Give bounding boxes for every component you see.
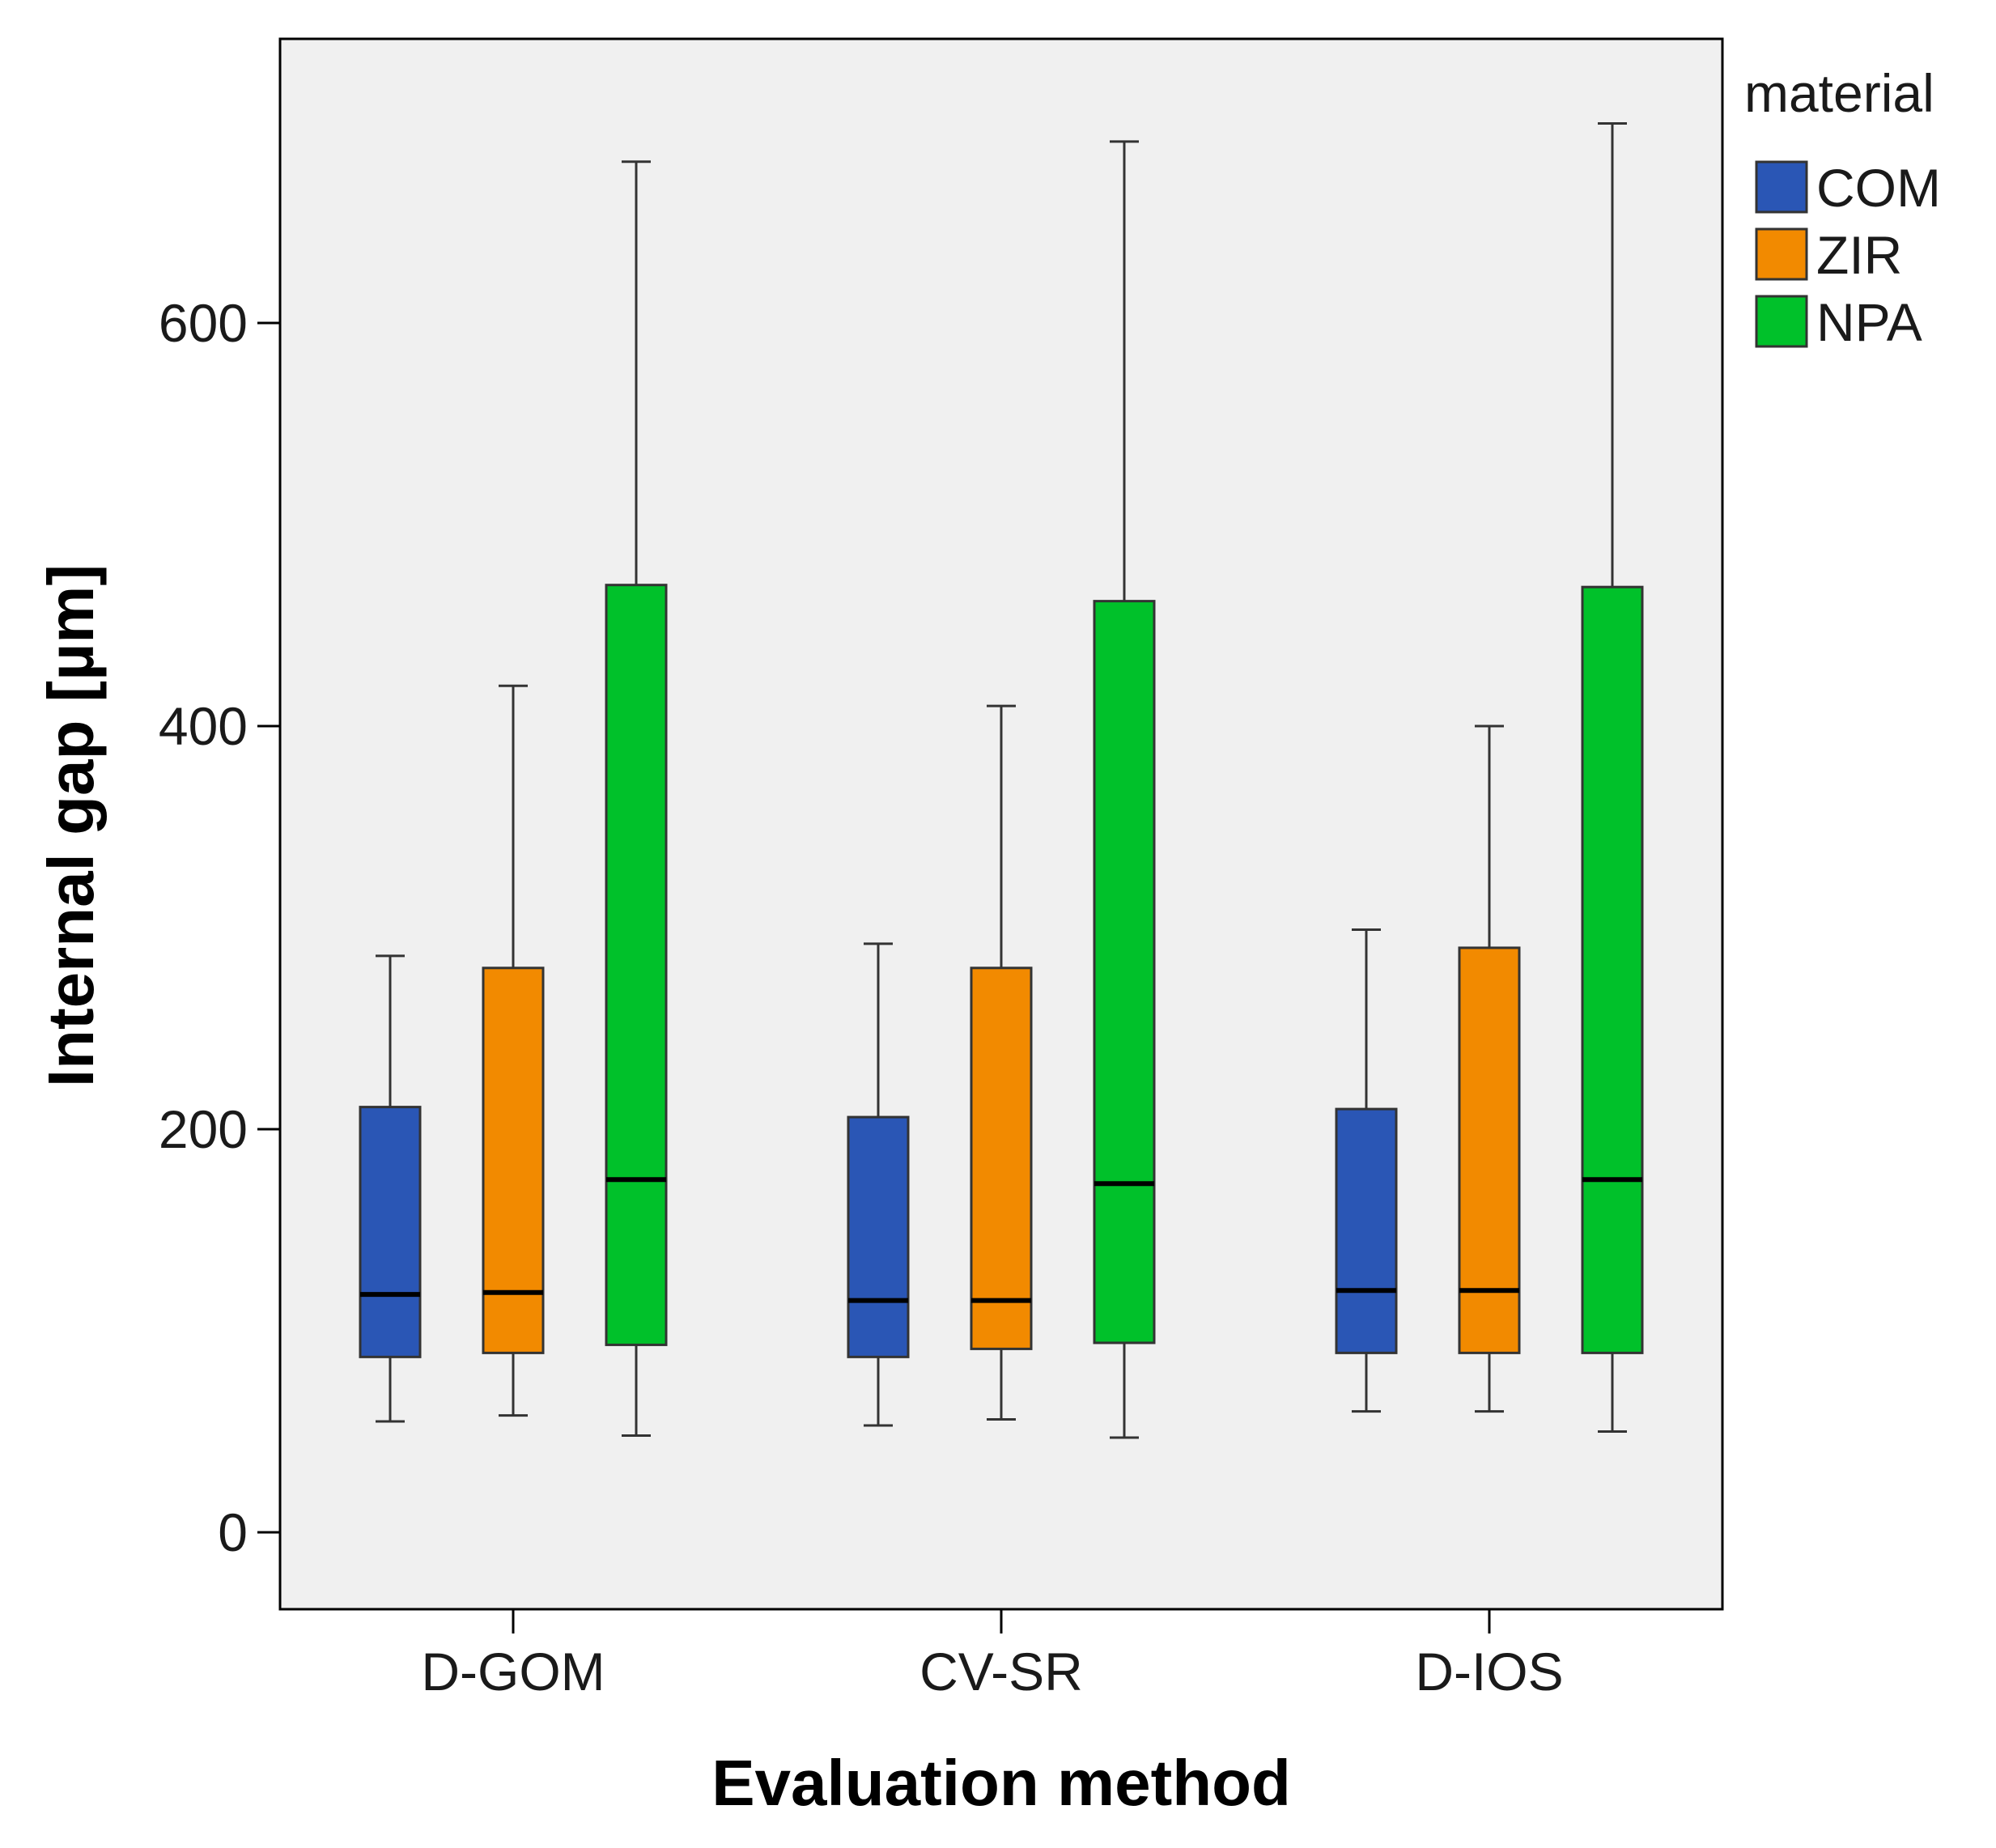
iqr-box xyxy=(1093,600,1156,1345)
legend-title: material xyxy=(1744,63,1934,123)
iqr-box xyxy=(1458,946,1521,1354)
boxes xyxy=(359,121,1644,1439)
x-axis-title: Evaluation method xyxy=(711,1747,1291,1819)
box-npa-cv-sr xyxy=(1093,140,1156,1439)
box-zir-cv-sr xyxy=(970,704,1033,1421)
y-tick-label: 0 xyxy=(218,1502,248,1562)
legend-swatch-zir xyxy=(1755,227,1808,281)
box-npa-d-gom xyxy=(605,160,668,1437)
legend-label-com: COM xyxy=(1816,158,1941,218)
y-axis: 0 200 400 600 xyxy=(159,293,280,1562)
iqr-box xyxy=(482,966,545,1354)
legend-label-zir: ZIR xyxy=(1816,225,1902,285)
iqr-box xyxy=(847,1115,910,1358)
iqr-box xyxy=(1335,1107,1398,1354)
iqr-box xyxy=(1581,585,1644,1354)
box-com-d-ios xyxy=(1335,928,1398,1413)
iqr-box xyxy=(605,584,668,1346)
x-tick-label: D-IOS xyxy=(1415,1642,1563,1701)
box-zir-d-gom xyxy=(482,684,545,1417)
y-tick-label: 200 xyxy=(159,1099,248,1159)
y-tick-label: 600 xyxy=(159,293,248,353)
legend: material COM ZIR NPA xyxy=(1744,63,1941,352)
x-tick-label: CV-SR xyxy=(919,1642,1083,1701)
y-tick-label: 400 xyxy=(159,696,248,756)
iqr-box xyxy=(970,966,1033,1350)
legend-label-npa: NPA xyxy=(1816,292,1922,352)
legend-swatch-npa xyxy=(1755,295,1808,348)
x-axis: D-GOM CV-SR D-IOS xyxy=(421,1609,1564,1701)
box-npa-d-ios xyxy=(1581,121,1644,1433)
x-tick-label: D-GOM xyxy=(421,1642,605,1701)
legend-swatch-com xyxy=(1755,160,1808,214)
box-com-cv-sr xyxy=(847,942,910,1427)
iqr-box xyxy=(359,1106,422,1358)
box-zir-d-ios xyxy=(1458,724,1521,1413)
box-com-d-gom xyxy=(359,954,422,1423)
y-axis-title: Internal gap [µm] xyxy=(35,564,107,1087)
